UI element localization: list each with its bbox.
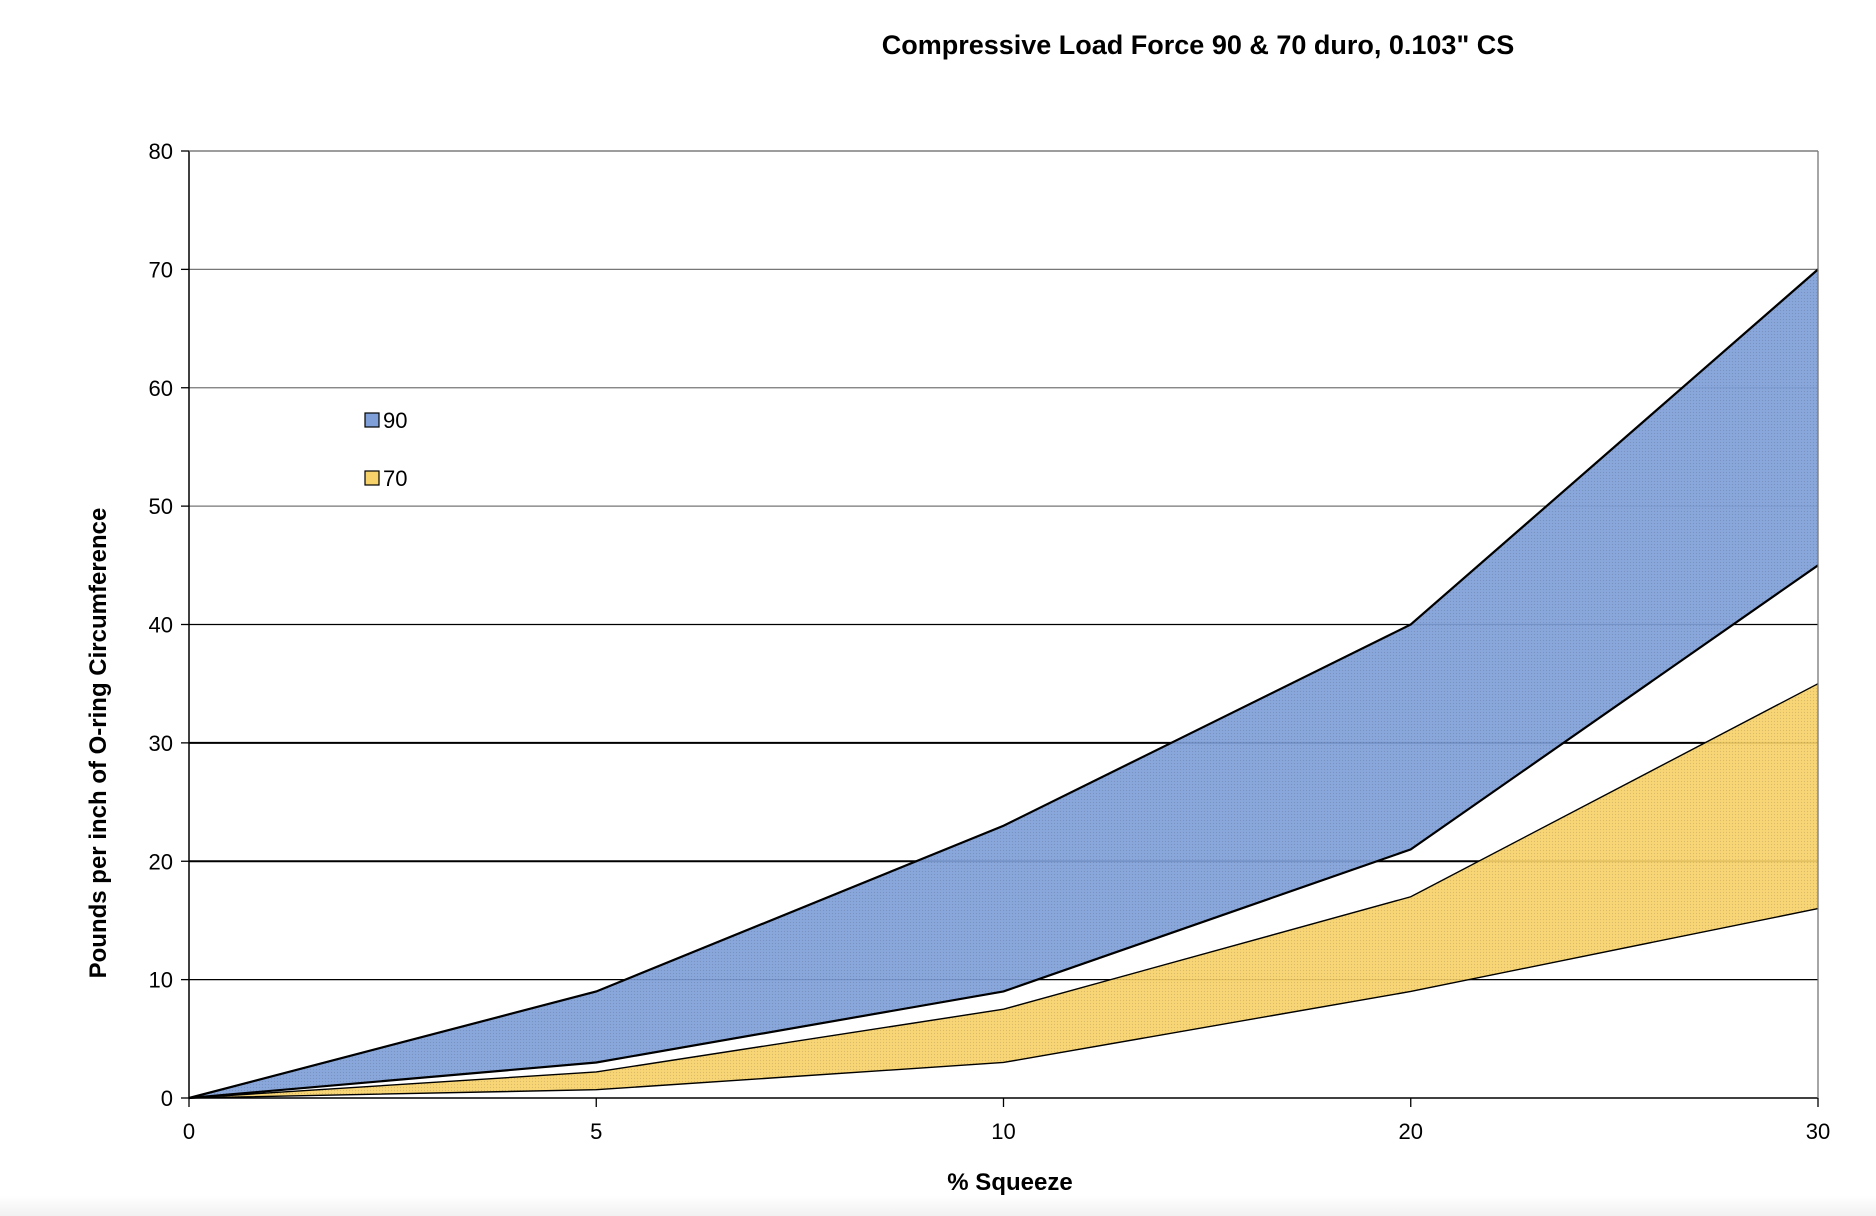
y-tick-labels: 0 10 20 30 40 50 60 70 80 (149, 139, 189, 1111)
y-axis-title: Pounds per inch of O-ring Circumference (85, 508, 112, 979)
series-70-band-texture (189, 683, 1818, 1098)
y-tick-label-3: 30 (149, 731, 173, 756)
x-tick-label-2: 10 (991, 1119, 1015, 1144)
chart-title: Compressive Load Force 90 & 70 duro, 0.1… (881, 30, 1515, 60)
x-tick-label-4: 30 (1806, 1119, 1830, 1144)
legend-label-90: 90 (383, 408, 407, 433)
series-90-band-texture (189, 269, 1818, 1098)
y-tick-label-2: 20 (149, 849, 173, 874)
x-tick-label-3: 20 (1399, 1119, 1423, 1144)
legend-swatch-70 (364, 470, 380, 486)
series-70-lower-line (188, 907, 1819, 1099)
series-90-lower-line (188, 564, 1819, 1100)
y-tick-label-8: 80 (149, 139, 173, 164)
y-tick-label-5: 50 (149, 494, 173, 519)
legend-label-70: 70 (383, 466, 407, 491)
x-tick-label-1: 5 (590, 1119, 602, 1144)
y-tick-label-1: 10 (149, 968, 173, 993)
series-bands (188, 268, 1819, 1100)
bottom-strip (0, 1196, 1876, 1216)
y-tick-label-0: 0 (161, 1086, 173, 1111)
series-70-upper-line (188, 683, 1819, 1099)
series-90-upper-line (188, 268, 1819, 1100)
legend: 90 70 (364, 408, 407, 491)
x-tick-label-0: 0 (183, 1119, 195, 1144)
legend-swatch-90 (364, 412, 380, 428)
y-tick-label-6: 60 (149, 376, 173, 401)
y-tick-label-4: 40 (149, 613, 173, 638)
x-tick-labels: 0 5 10 20 30 (183, 1098, 1830, 1144)
y-tick-label-7: 70 (149, 257, 173, 282)
x-axis-title: % Squeeze (947, 1169, 1072, 1196)
